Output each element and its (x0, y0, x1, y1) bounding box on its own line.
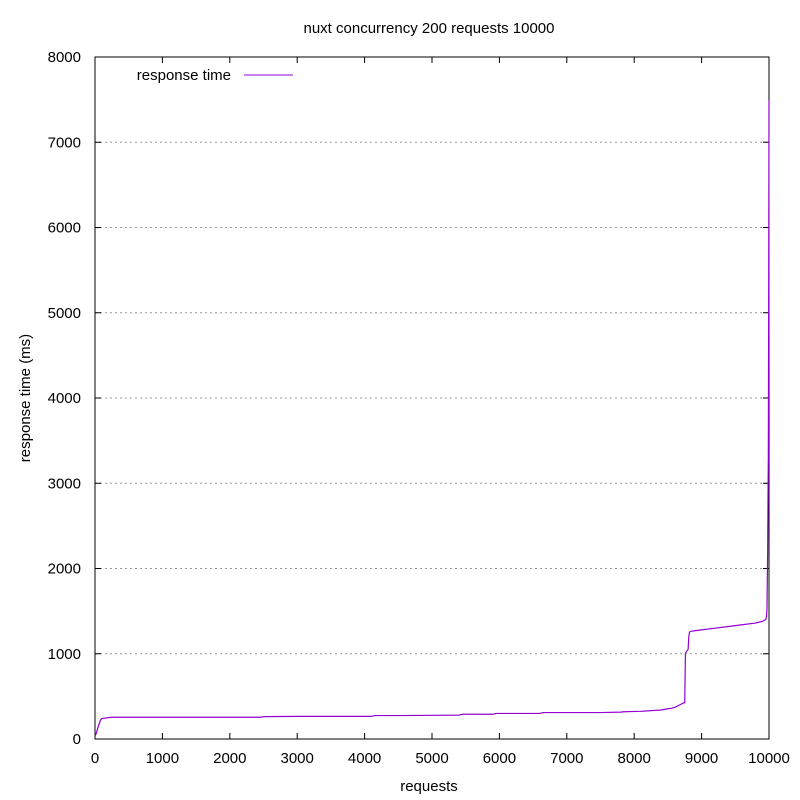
legend: response time (137, 67, 293, 84)
x-tick-label: 0 (91, 750, 99, 767)
y-tick-label: 3000 (48, 475, 81, 492)
x-tick-label: 2000 (213, 750, 246, 767)
x-tick-label: 8000 (618, 750, 651, 767)
legend-label: response time (137, 67, 231, 84)
x-tick-label: 9000 (685, 750, 718, 767)
y-tick-label: 4000 (48, 390, 81, 407)
x-tick-label: 3000 (281, 750, 314, 767)
y-tick-label: 6000 (48, 220, 81, 237)
x-tick-label: 4000 (348, 750, 381, 767)
tick-layer: 0 1000 2000 3000 4000 5000 6000 7000 8000 0 1000 20… (48, 49, 790, 767)
y-tick-label: 1000 (48, 646, 81, 663)
x-tick-label: 5000 (415, 750, 448, 767)
series-line (94, 99, 770, 737)
x-tick-label: 10000 (748, 750, 790, 767)
x-axis-label: requests (400, 778, 458, 795)
y-tick-label: 7000 (48, 134, 81, 151)
grid-layer (95, 141, 769, 655)
x-tick-label: 7000 (550, 750, 583, 767)
y-tick-label: 5000 (48, 305, 81, 322)
x-tick-label: 6000 (483, 750, 516, 767)
y-tick-label: 2000 (48, 561, 81, 578)
series-layer (94, 99, 770, 737)
y-tick-label: 8000 (48, 49, 81, 66)
chart-title: nuxt concurrency 200 requests 10000 (304, 20, 555, 37)
y-axis-label: response time (ms) (17, 334, 34, 462)
y-tick-label: 0 (73, 731, 81, 748)
x-tick-label: 1000 (146, 750, 179, 767)
